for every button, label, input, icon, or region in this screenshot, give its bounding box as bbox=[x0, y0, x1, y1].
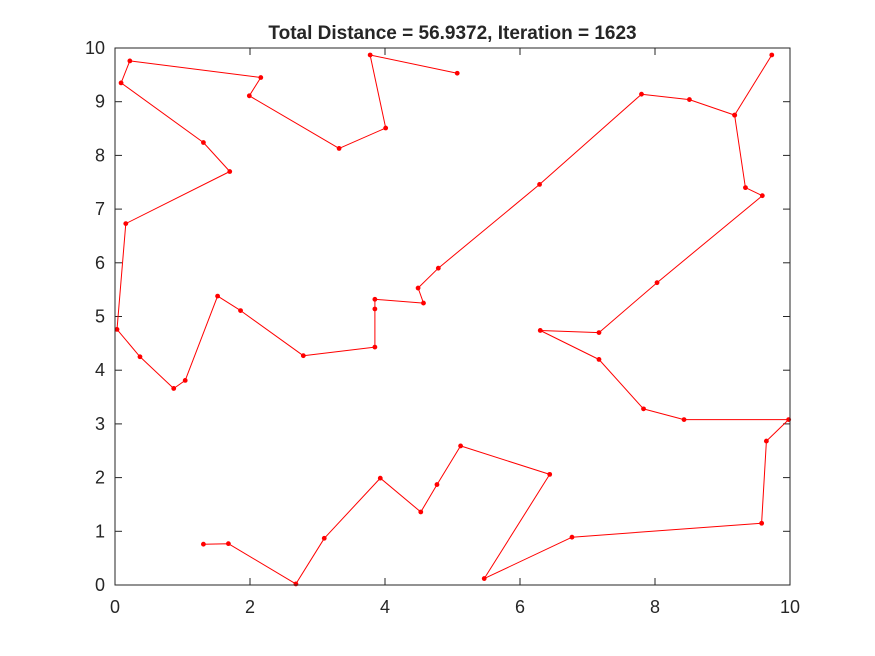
city-point bbox=[759, 193, 765, 199]
y-tick-label: 3 bbox=[95, 414, 105, 434]
city-point bbox=[321, 535, 327, 541]
city-point bbox=[681, 417, 687, 423]
city-point bbox=[687, 97, 692, 102]
city-point bbox=[415, 285, 421, 291]
city-point bbox=[763, 438, 769, 444]
city-point bbox=[336, 146, 342, 151]
y-tick-label: 0 bbox=[95, 575, 105, 595]
route-line bbox=[116, 54, 790, 585]
city-markers-layer bbox=[114, 52, 792, 587]
city-point bbox=[114, 326, 120, 332]
city-point bbox=[258, 75, 264, 80]
city-point bbox=[246, 93, 252, 99]
city-point bbox=[201, 541, 206, 547]
city-point bbox=[641, 406, 646, 412]
city-point bbox=[654, 280, 660, 286]
y-tick-label: 2 bbox=[95, 468, 105, 488]
y-tick-label: 7 bbox=[95, 199, 105, 219]
chart-title: Total Distance = 56.9372, Iteration = 16… bbox=[268, 23, 636, 44]
city-point bbox=[743, 185, 748, 191]
city-point bbox=[537, 181, 542, 187]
x-tick-label: 4 bbox=[380, 597, 390, 617]
city-point bbox=[137, 354, 143, 360]
city-point bbox=[227, 169, 233, 174]
y-tick-label: 1 bbox=[95, 521, 105, 541]
route-line bbox=[734, 54, 773, 116]
city-point bbox=[458, 443, 463, 449]
city-point bbox=[434, 482, 440, 487]
y-tick-label: 4 bbox=[95, 360, 105, 380]
city-point bbox=[215, 293, 221, 299]
city-point bbox=[596, 330, 602, 336]
city-point bbox=[372, 296, 378, 302]
plot-frame bbox=[114, 47, 791, 586]
city-point bbox=[454, 70, 460, 76]
city-point bbox=[293, 581, 299, 587]
city-point bbox=[372, 306, 378, 312]
x-tick-label: 6 bbox=[515, 597, 525, 617]
city-point bbox=[569, 534, 575, 540]
city-point bbox=[372, 344, 378, 350]
city-point bbox=[127, 58, 133, 64]
city-point bbox=[123, 221, 129, 226]
city-point bbox=[537, 328, 543, 333]
city-point bbox=[300, 353, 306, 359]
x-tick-label: 8 bbox=[650, 597, 660, 617]
y-tick-label: 10 bbox=[85, 38, 105, 58]
city-point bbox=[118, 80, 124, 86]
y-tick-label: 8 bbox=[95, 145, 105, 165]
city-point bbox=[367, 52, 373, 58]
y-tick-label: 5 bbox=[95, 307, 105, 327]
city-point bbox=[238, 308, 243, 313]
city-point bbox=[383, 125, 389, 131]
city-point bbox=[377, 475, 383, 481]
x-tick-label: 0 bbox=[110, 597, 120, 617]
x-axis-ticks: 0 2 4 6 8 10 bbox=[110, 48, 800, 617]
city-point bbox=[547, 471, 553, 477]
route-path-layer bbox=[116, 54, 790, 585]
city-point bbox=[769, 52, 775, 58]
city-point bbox=[418, 509, 424, 515]
city-point bbox=[596, 357, 602, 362]
y-tick-label: 9 bbox=[95, 92, 105, 112]
city-point bbox=[226, 541, 231, 547]
x-tick-label: 2 bbox=[245, 597, 255, 617]
city-point bbox=[481, 576, 487, 581]
city-point bbox=[639, 91, 644, 97]
city-point bbox=[421, 300, 426, 306]
y-axis-ticks: 0 1 2 3 4 5 6 7 8 9 10 bbox=[85, 38, 790, 595]
city-point bbox=[435, 265, 441, 271]
city-point bbox=[182, 378, 188, 383]
city-point bbox=[171, 386, 177, 391]
x-tick-label: 10 bbox=[780, 597, 800, 617]
city-point bbox=[201, 140, 206, 145]
y-tick-label: 6 bbox=[95, 253, 105, 273]
city-point bbox=[759, 520, 765, 526]
city-point bbox=[732, 112, 738, 118]
